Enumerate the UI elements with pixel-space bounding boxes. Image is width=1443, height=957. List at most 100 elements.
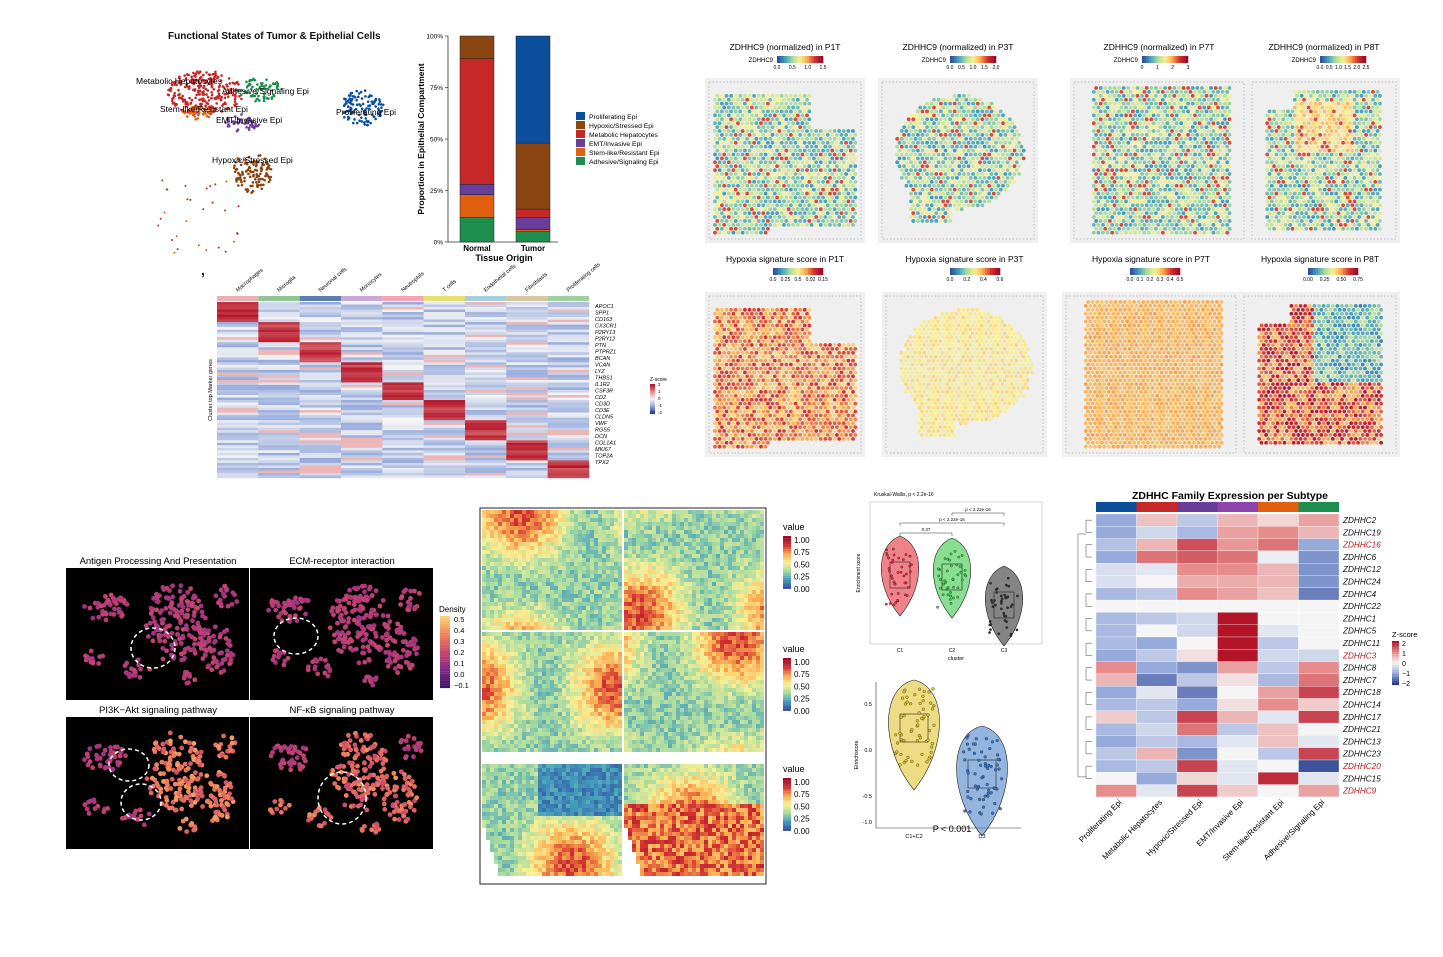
zdhhc9-spot [726, 222, 731, 227]
zdhhc9-legend-cell [1347, 56, 1351, 63]
zdhhc9-spot [1265, 121, 1270, 126]
zdhhc9-spot [756, 156, 761, 161]
zdhhc9-spot [1149, 195, 1154, 200]
zdhhc9-spot [1167, 179, 1172, 184]
zdhhc9-spot [913, 152, 918, 157]
zdhhc9-spot [752, 187, 756, 192]
zdhhc9-spot [1108, 133, 1112, 137]
zdhhc9-spot [1147, 121, 1151, 126]
zdhhc9-spot [786, 168, 791, 173]
zdhhc9-spot [1299, 203, 1304, 208]
zdhhc9-spot [1352, 207, 1357, 212]
zdhhc9-spot [1269, 207, 1274, 212]
zdhhc9-spot [763, 129, 768, 133]
zdhhc9-spot [1003, 156, 1008, 161]
zdhhc9-spot [1117, 86, 1121, 90]
hypoxia-spot [832, 366, 837, 371]
umap-point-adhesive [280, 87, 283, 91]
zdhhc9-spot [1186, 117, 1190, 122]
zdhhc9-spot [918, 144, 923, 149]
zdhhc9-spot [1001, 160, 1005, 165]
hypoxia-spot [756, 315, 761, 320]
hypoxia-spot [823, 343, 828, 347]
zdhhc9-spot [1220, 90, 1225, 94]
zdhhc9-spot [853, 187, 858, 192]
zdhhc9-spot [1140, 195, 1144, 200]
zdhhc9-spot [1160, 144, 1165, 149]
zdhhc9-spot [1108, 117, 1112, 122]
zdhhc9-spot [1140, 133, 1144, 137]
zdhhc9-spot [1126, 187, 1131, 192]
zdhhc9-spot [1327, 203, 1332, 208]
zdhhc9-spot [805, 160, 809, 165]
zdhhc9-spot [717, 191, 722, 196]
zdhhc9-spot [717, 176, 722, 180]
zdhhc9-spot [1195, 179, 1200, 184]
zdhhc9-spot [722, 121, 727, 126]
zdhhc9-spot [1327, 117, 1332, 122]
zdhhc9-spot [1135, 219, 1140, 223]
zdhhc9-spot [945, 183, 950, 188]
zdhhc9-spot [1151, 144, 1156, 149]
zdhhc9-spot [1348, 144, 1352, 149]
zdhhc9-spot [756, 226, 761, 231]
zdhhc9-legend-cell [1322, 56, 1325, 63]
zdhhc9-spot [1135, 172, 1140, 176]
zdhhc9-spot [1137, 191, 1142, 196]
zdhhc9-spot [1315, 160, 1320, 165]
zdhhc9-spot [1195, 203, 1200, 208]
umap-stray-point [214, 183, 217, 186]
zdhhc9-spot [973, 121, 978, 126]
zdhhc9-spot [800, 215, 805, 219]
umap-point-metabolic [210, 96, 213, 100]
hypoxia-spot [798, 331, 802, 336]
zdhhc9-spot [1121, 101, 1126, 106]
zdhhc9-spot [789, 164, 793, 169]
zdhhc9-spot [800, 199, 805, 204]
zdhhc9-spot [807, 109, 812, 114]
umap-point-prolif [377, 112, 380, 115]
zdhhc9-spot [733, 140, 738, 145]
zdhhc9-spot [782, 152, 786, 157]
zdhhc9-spot [713, 121, 717, 126]
zdhhc9-spot [1218, 226, 1223, 231]
zdhhc9-spot [1378, 93, 1382, 98]
zdhhc9-legend-cell [788, 56, 792, 63]
hypoxia-spot [812, 370, 816, 375]
zdhhc9-spot [1378, 187, 1382, 192]
zdhhc9-spot [1128, 222, 1133, 227]
zdhhc9-spot [1158, 86, 1163, 90]
zdhhc9-spot [1345, 211, 1350, 216]
zdhhc9-spot [1156, 207, 1161, 212]
zdhhc9-spot [1124, 191, 1128, 196]
zdhhc9-spot [1197, 199, 1202, 204]
zdhhc9-spot [1309, 172, 1313, 176]
zdhhc9-spot [775, 140, 779, 145]
zdhhc9-spot [1343, 215, 1348, 219]
zdhhc9-spot [1218, 187, 1223, 192]
zdhhc9-spot [1158, 219, 1163, 223]
zdhhc9-spot [798, 133, 802, 137]
hypoxia-legend-cell [793, 268, 796, 275]
umap-point-prolif [364, 95, 367, 98]
zdhhc9-spot [740, 105, 745, 110]
zdhhc9-spot [1105, 215, 1110, 219]
zdhhc9-spot [1288, 183, 1293, 188]
zdhhc9-spot [1225, 144, 1230, 149]
hypoxia-spot [825, 362, 830, 367]
zdhhc9-spot [1179, 199, 1184, 204]
zdhhc9-spot [1338, 215, 1343, 219]
hypoxia-spot [809, 366, 814, 371]
zdhhc9-spot [925, 172, 929, 176]
zdhhc9-legend-cell [963, 56, 967, 63]
zdhhc9-spot [717, 230, 722, 235]
zdhhc9-spot [786, 97, 791, 102]
zdhhc9-spot [1327, 148, 1332, 153]
zdhhc9-spatial-panel: ZDHHC9 (normalized) in P1T ZDHHC9 0.0 0.5 1.… [700, 36, 1400, 251]
zdhhc9-spot [959, 199, 964, 204]
zdhhc9-spot [911, 203, 916, 208]
zdhhc9-spot [832, 191, 837, 196]
umap-point-hypoxic [252, 163, 255, 166]
zdhhc9-spot [1174, 215, 1179, 219]
zdhhc9-spot [1315, 222, 1320, 227]
